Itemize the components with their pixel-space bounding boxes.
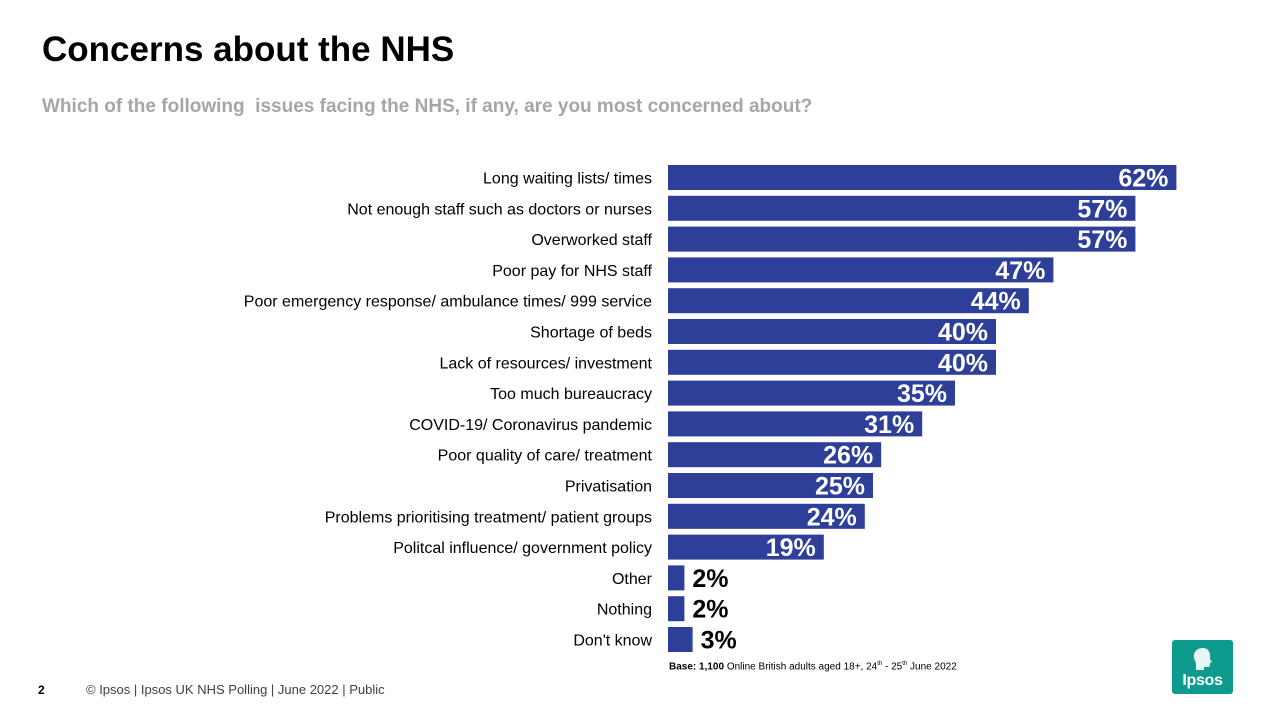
bar [668, 257, 1054, 283]
data-label: 47% [995, 257, 1045, 285]
page-number: 2 [38, 683, 45, 697]
base-sup-b: th [902, 661, 908, 667]
category-label: Overworked staff [531, 232, 652, 249]
data-label: 57% [1077, 226, 1127, 254]
category-label: Don't know [573, 633, 652, 650]
ipsos-logo: Ipsos [1172, 640, 1233, 694]
data-label: 62% [1118, 165, 1168, 193]
bar [668, 473, 873, 498]
footer-text: © Ipsos | Ipsos UK NHS Polling | June 20… [86, 682, 385, 697]
data-label: 19% [766, 534, 816, 562]
base-text-c: June 2022 [907, 661, 957, 673]
bar [668, 226, 1136, 252]
bar [668, 534, 824, 560]
data-label: 40% [938, 349, 988, 377]
category-label: Not enough staff such as doctors or nurs… [347, 201, 652, 218]
category-label: Problems prioritising treatment/ patient… [325, 509, 652, 526]
base-text-a: Online British adults aged 18+, 24 [724, 661, 878, 673]
category-label: Lack of resources/ investment [439, 355, 652, 372]
bar [668, 195, 1136, 221]
bar [668, 288, 1029, 314]
bar [668, 565, 685, 591]
data-label: 35% [897, 380, 947, 408]
base-text-b: - 25 [882, 661, 903, 673]
bar [668, 596, 685, 622]
category-label: Politcal influence/ government policy [393, 540, 652, 557]
bars [668, 165, 1177, 652]
data-label: 40% [938, 319, 988, 347]
base-label: Base: [669, 661, 697, 673]
data-label: 2% [692, 565, 728, 593]
category-label: Too much bureaucracy [490, 386, 652, 403]
data-label: 3% [701, 627, 737, 655]
category-label: Poor pay for NHS staff [492, 263, 652, 280]
bar [668, 411, 923, 437]
category-label: Poor emergency response/ ambulance times… [244, 294, 652, 311]
bar [668, 627, 693, 652]
data-label: 44% [971, 288, 1021, 316]
data-label: 25% [815, 473, 865, 501]
bar-chart: Long waiting lists/ times 62% Not enough s… [244, 165, 1177, 655]
page-title: Concerns about the NHS [42, 30, 455, 69]
bar [668, 442, 882, 468]
category-label: Nothing [597, 602, 652, 619]
bar [668, 349, 996, 375]
data-label: 31% [864, 411, 914, 439]
category-label: Other [612, 571, 653, 588]
base-note: Base: 1,100 Online British adults aged 1… [669, 661, 957, 672]
base-count: 1,100 [699, 661, 725, 673]
category-label: Poor quality of care/ treatment [438, 448, 653, 465]
data-label: 57% [1077, 195, 1127, 223]
data-label: 26% [823, 442, 873, 470]
data-label: 2% [692, 596, 728, 624]
bar [668, 319, 996, 344]
survey-question: Which of the following issues facing the… [42, 96, 813, 117]
bar [668, 165, 1177, 190]
bar [668, 380, 955, 406]
data-label: 24% [807, 503, 857, 531]
category-label: Shortage of beds [530, 325, 652, 342]
category-label: COVID-19/ Coronavirus pandemic [409, 417, 652, 434]
base-sup-a: th [877, 661, 883, 667]
category-label: Privatisation [565, 479, 652, 496]
bar [668, 503, 865, 529]
logo-head-icon [1193, 648, 1212, 670]
logo-text: Ipsos [1182, 672, 1223, 689]
category-label: Long waiting lists/ times [483, 171, 652, 188]
